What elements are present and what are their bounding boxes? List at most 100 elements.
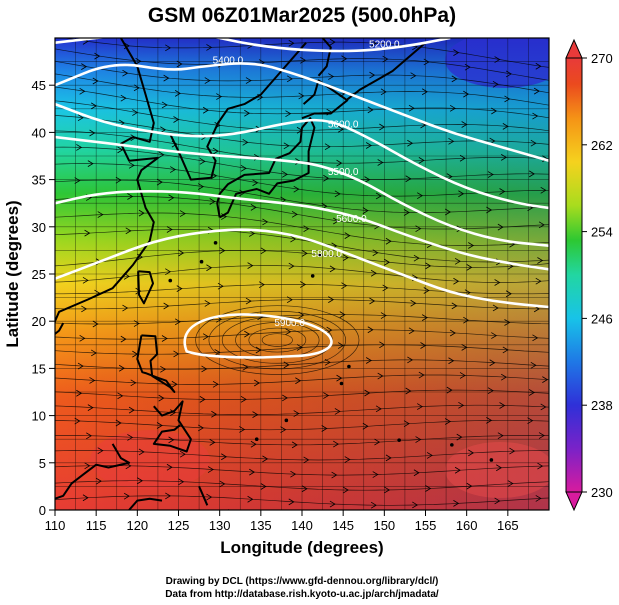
wind-arrow <box>329 500 336 508</box>
wind-arrow <box>81 63 88 70</box>
wind-arrow <box>444 208 451 216</box>
wind-arrow <box>403 420 410 428</box>
wind-arrow <box>331 471 338 479</box>
wind-arrow <box>128 161 135 169</box>
coastline <box>346 41 427 101</box>
wind-arrow <box>337 342 344 349</box>
wind-arrow <box>369 71 376 79</box>
wind-arrow <box>408 104 415 112</box>
wind-arrow <box>374 438 381 446</box>
wind-arrow <box>535 62 542 70</box>
wind-arrow <box>323 174 330 182</box>
wind-arrow <box>362 422 369 430</box>
wind-arrow <box>405 175 412 183</box>
wind-arrow <box>329 38 336 46</box>
wind-arrow <box>466 482 473 490</box>
wind-arrow <box>540 403 547 411</box>
wind-arrow <box>530 139 537 147</box>
wind-arrow <box>342 486 349 494</box>
wind-arrow <box>209 439 216 446</box>
wind-arrow <box>288 498 295 506</box>
streamline <box>55 73 549 106</box>
y-tick-label: 45 <box>32 78 46 93</box>
wind-arrow <box>421 314 428 321</box>
wind-arrow <box>156 422 163 429</box>
wind-arrow <box>281 394 288 402</box>
wind-arrow <box>206 264 213 272</box>
wind-arrow <box>301 485 308 493</box>
wind-arrow <box>161 101 168 109</box>
wind-arrow <box>341 55 348 63</box>
wind-arrow <box>247 495 254 503</box>
x-tick-label: 160 <box>456 518 478 533</box>
wind-arrow <box>407 356 414 364</box>
wind-arrow <box>79 334 86 342</box>
wind-arrow <box>166 463 173 471</box>
wind-arrow <box>250 440 257 448</box>
height-contour-high <box>183 313 333 359</box>
wind-arrow <box>95 477 102 485</box>
streamline <box>55 480 549 491</box>
wind-arrow <box>290 235 297 243</box>
island <box>318 253 322 257</box>
wind-arrow <box>170 166 176 173</box>
wind-arrow <box>82 494 89 502</box>
streamline <box>55 495 549 506</box>
wind-arrow <box>249 468 256 476</box>
wind-arrow <box>84 229 91 237</box>
wind-arrow <box>408 327 415 335</box>
y-tick-label: 25 <box>32 267 46 282</box>
wind-arrow <box>375 192 382 200</box>
wind-arrow <box>468 449 475 457</box>
y-tick-label: 0 <box>39 503 46 518</box>
colorbar-tick-label: 238 <box>591 398 613 413</box>
wind-arrow <box>502 346 509 354</box>
streamline <box>55 196 549 230</box>
wind-arrow <box>454 466 461 474</box>
streamline <box>55 299 549 310</box>
wind-arrow <box>219 480 226 488</box>
wind-arrow <box>290 470 297 478</box>
wind-arrow <box>135 57 142 65</box>
streamline <box>55 329 549 340</box>
wind-arrow <box>165 44 172 52</box>
wind-arrow <box>344 456 351 463</box>
x-tick-label: 115 <box>86 518 107 533</box>
height-contour <box>55 228 549 309</box>
streamline <box>55 60 549 94</box>
wind-arrow <box>252 179 259 187</box>
wind-arrow <box>487 387 494 395</box>
streamline <box>55 86 549 119</box>
wind-arrow <box>410 299 417 307</box>
wind-arrow <box>486 206 493 214</box>
height-contour <box>55 102 549 210</box>
wind-arrow <box>370 501 377 509</box>
wind-arrow <box>253 379 260 387</box>
wind-arrow <box>446 386 453 394</box>
wind-arrow <box>176 285 183 292</box>
wind-arrow <box>468 242 475 249</box>
wind-arrow <box>323 392 330 399</box>
wind-arrow <box>285 110 292 118</box>
streamline <box>55 404 549 416</box>
wind-arrow <box>382 284 389 292</box>
wind-arrow <box>133 320 140 327</box>
wind-arrow <box>240 164 247 172</box>
wind-arrow <box>328 296 335 303</box>
wind-arrow <box>509 447 516 455</box>
wind-arrow <box>239 426 246 433</box>
wind-arrow <box>300 56 307 64</box>
wind-arrow <box>384 258 391 266</box>
wind-arrow <box>165 268 172 276</box>
wind-arrow <box>418 371 425 379</box>
wind-arrow <box>499 402 506 409</box>
wind-arrow <box>240 395 247 403</box>
coastline <box>55 443 131 500</box>
wind-arrow <box>417 403 423 410</box>
y-tick-label: 30 <box>32 220 46 235</box>
wind-arrow <box>367 106 374 114</box>
wind-arrow <box>97 211 104 218</box>
wind-arrow <box>362 207 369 214</box>
wind-arrow <box>138 209 145 217</box>
